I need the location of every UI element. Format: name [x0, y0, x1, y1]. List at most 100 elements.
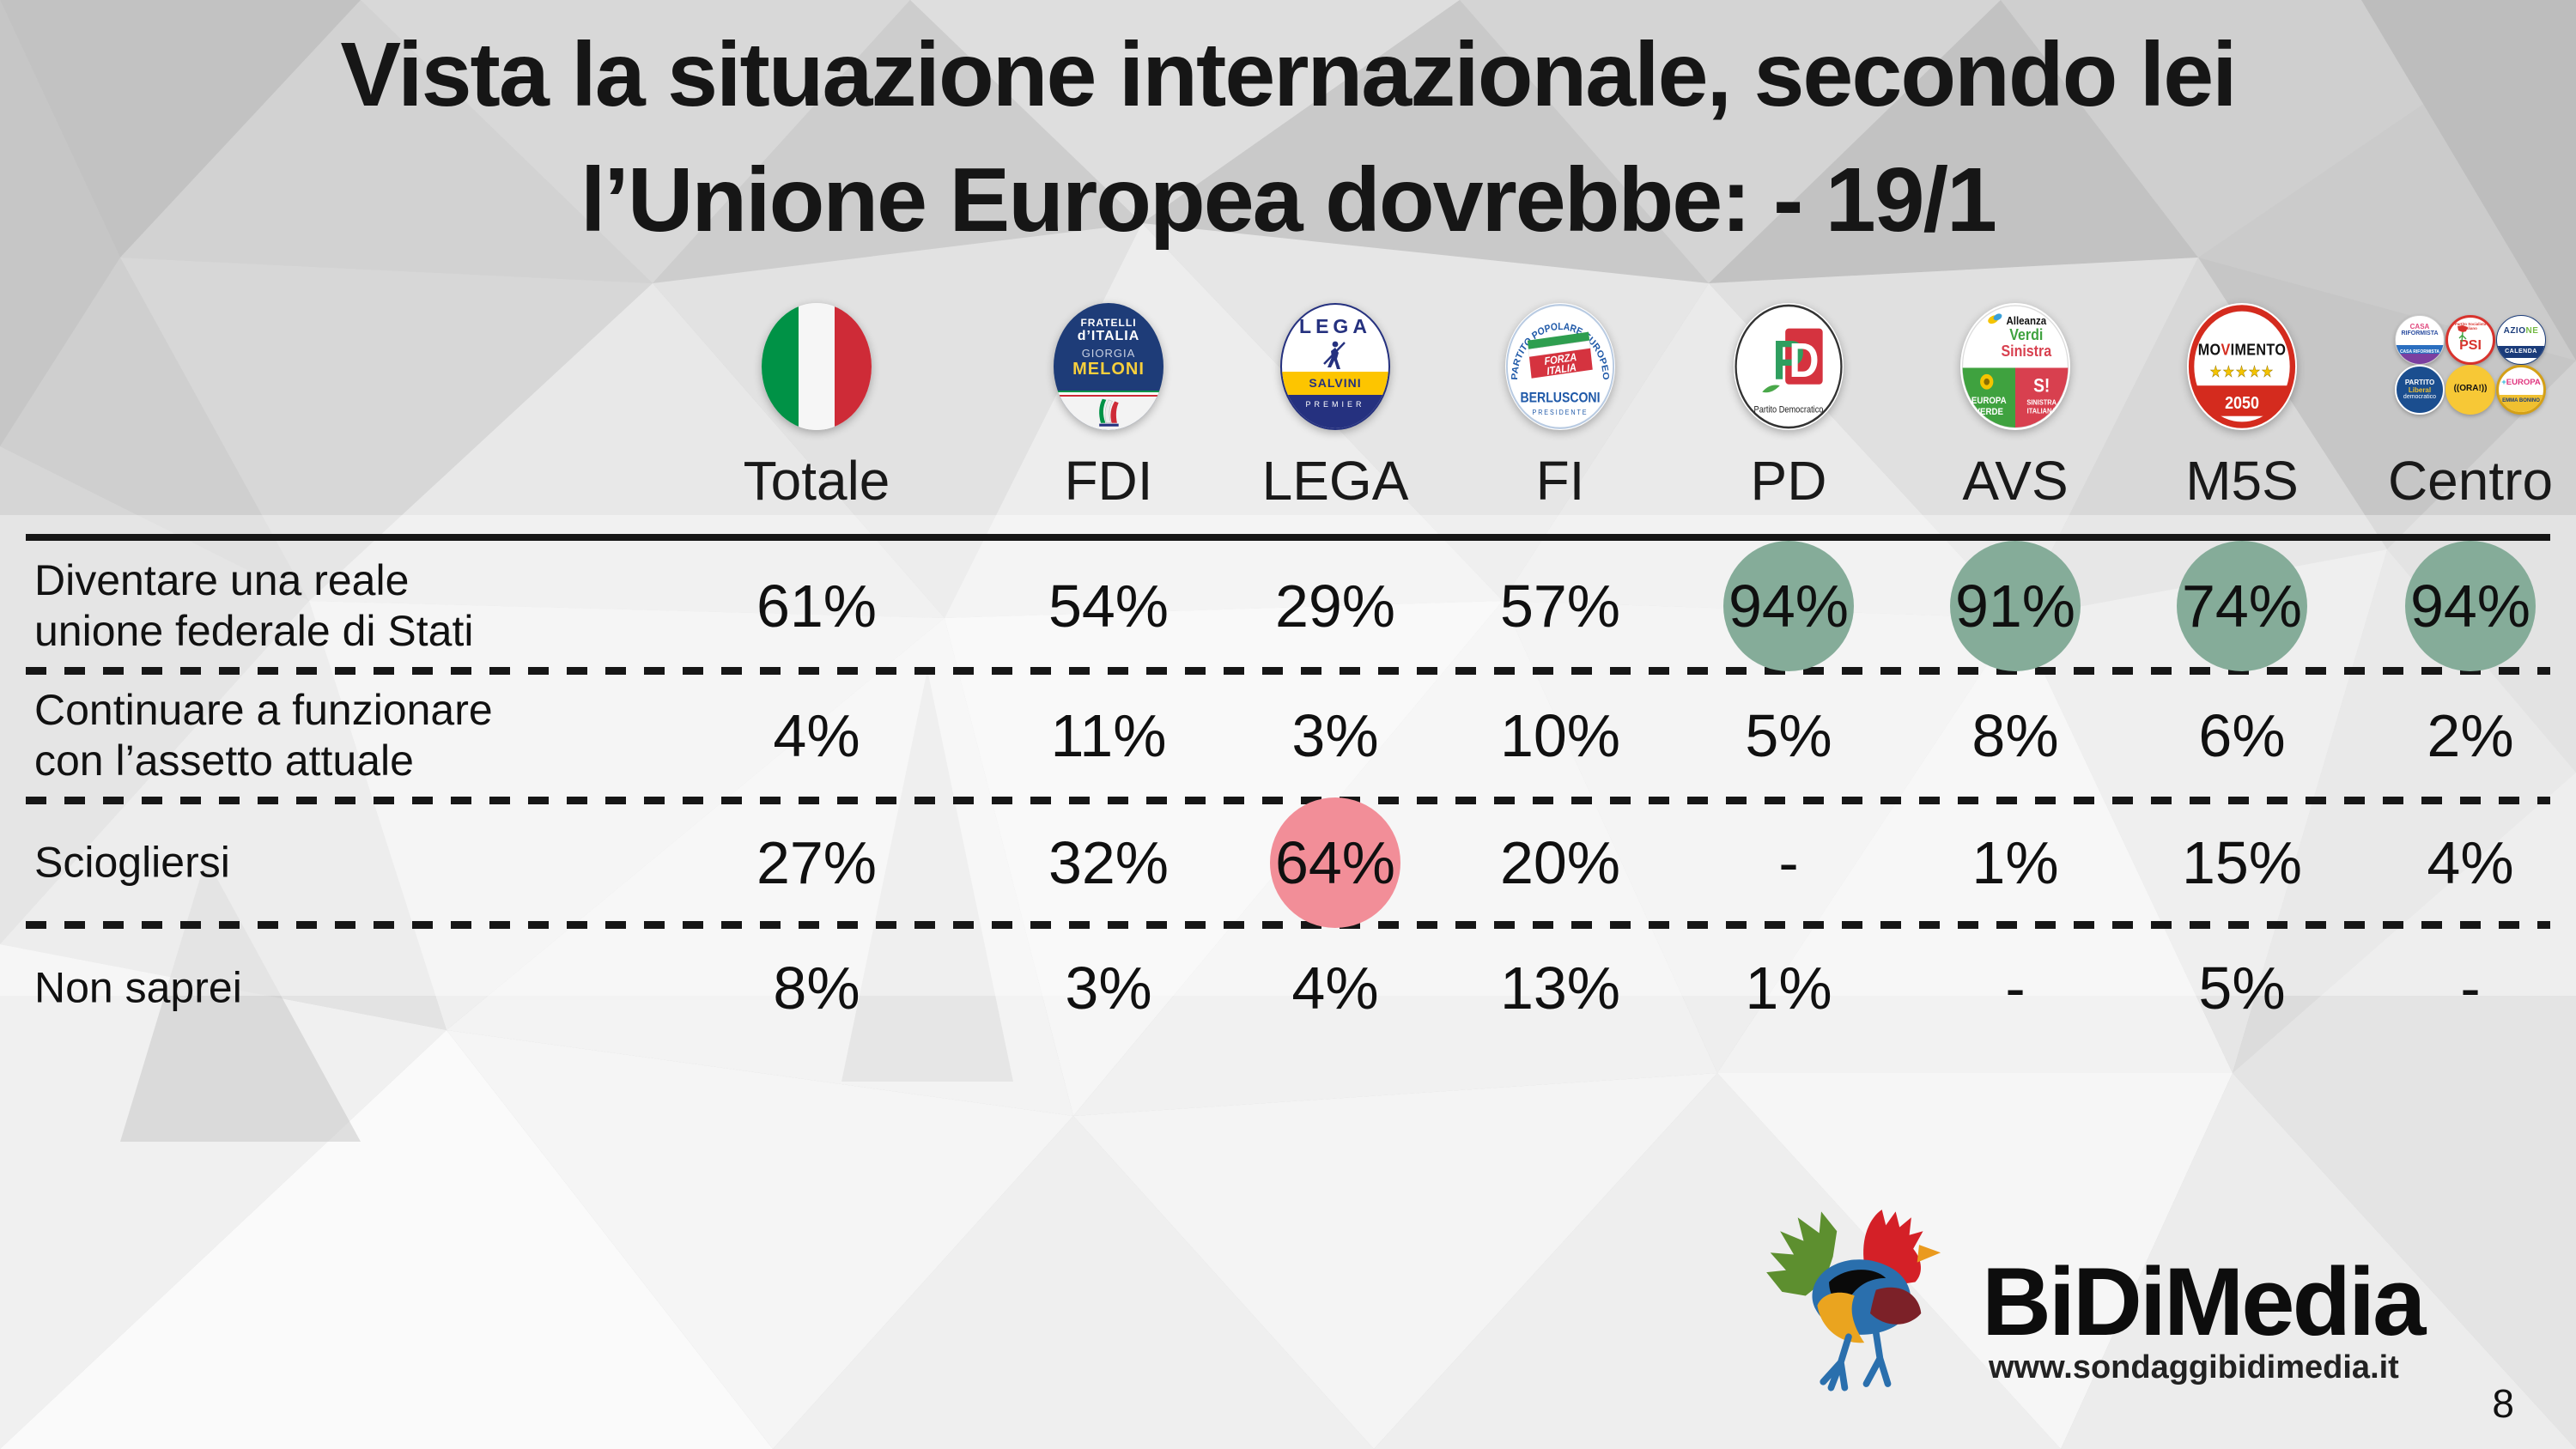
table-cell: 54%: [1048, 573, 1170, 640]
row-divider-2: [26, 797, 2550, 804]
table-cell: 2%: [2427, 702, 2514, 769]
row-divider-1: [26, 667, 2550, 675]
five-stars-icon: ★★★★★: [2209, 363, 2274, 380]
table-cell: 3%: [1291, 702, 1379, 769]
totale-logo: [762, 303, 872, 430]
table-cell: 10%: [1499, 702, 1621, 769]
svg-text:Partito Democratico: Partito Democratico: [1754, 405, 1824, 415]
table-top-rule: [26, 534, 2550, 541]
column-header-avs: AVS: [1962, 450, 2069, 512]
fdi-logo-icon: FRATELLI d’ITALIA GIORGIA MELONI: [1054, 303, 1163, 430]
svg-text:Sinistra: Sinistra: [2001, 342, 2051, 360]
column-header-fdi: FDI: [1064, 450, 1153, 512]
svg-text:S!: S!: [2033, 375, 2050, 397]
table-cell: -: [2005, 955, 2026, 1022]
piu-europa-logo-icon: +EUROPA EMMA BONINO: [2496, 365, 2546, 415]
column-header-m5s: M5S: [2185, 450, 2299, 512]
table-cell: 11%: [1050, 702, 1167, 769]
table-cell: 4%: [2427, 829, 2514, 896]
table-cell: 13%: [1499, 955, 1621, 1022]
title-line-2: l’Unione Europea dovrebbe: - 19/1: [580, 149, 1997, 251]
table-cell: 3%: [1065, 955, 1152, 1022]
column-header-fi: FI: [1535, 450, 1585, 512]
avs-logo-icon: Alleanza Verdi Sinistra EUROPA VERDE S! …: [1960, 303, 2070, 430]
svg-text:Verdi: Verdi: [2009, 325, 2043, 343]
table-cell: 57%: [1499, 573, 1621, 640]
table-cell: 64%: [1270, 797, 1400, 928]
row-label: Sciogliersi: [34, 838, 230, 887]
fdi-logo: FRATELLI d’ITALIA GIORGIA MELONI: [1054, 303, 1163, 430]
table-cell: 74%: [2177, 541, 2307, 671]
svg-text:P: P: [1772, 329, 1805, 391]
column-header-centro: Centro: [2387, 450, 2554, 512]
table-cell: 4%: [1291, 955, 1379, 1022]
table-cell: 8%: [773, 955, 860, 1022]
carnation-icon: [2458, 325, 2468, 343]
svg-text:PRESIDENTE: PRESIDENTE: [1533, 409, 1589, 417]
ora-logo-icon: ((ORA!)): [2445, 365, 2495, 415]
table-cell: 4%: [773, 702, 860, 769]
casa-riformista-logo-icon: CASA RIFORMISTA CASA RIFORMISTA: [2395, 315, 2445, 365]
table-cell: 1%: [1745, 955, 1832, 1022]
bidimedia-url: www.sondaggibidimedia.it: [1989, 1349, 2399, 1385]
table-row: Diventare una reale unione federale di S…: [0, 541, 2576, 671]
tricolor-flame-icon: [1099, 398, 1119, 427]
svg-text:D: D: [1789, 334, 1819, 388]
table-cell: 94%: [2405, 541, 2536, 671]
row-divider-3: [26, 921, 2550, 929]
slide-title: Vista la situazione internazionale, seco…: [0, 12, 2576, 263]
m5s-logo-icon: MOVIMENTO ★★★★★ 2050: [2187, 303, 2297, 430]
azione-logo-icon: AZIONE CALENDA: [2496, 315, 2546, 365]
lega-logo-icon: LEGA SALVINI PREMIER: [1280, 303, 1390, 430]
pd-logo-icon: P D Partito Democratico: [1734, 303, 1844, 430]
psi-logo-icon: Partito Socialista Italiano PSI: [2445, 315, 2495, 365]
table-cell: 29%: [1274, 573, 1396, 640]
pd-logo: P D Partito Democratico: [1734, 303, 1844, 430]
lega-logo: LEGA SALVINI PREMIER: [1280, 303, 1390, 430]
table-row: Sciogliersi 27% 32% 64% 20% - 1% 15% 4%: [0, 797, 2576, 928]
page-number: 8: [2492, 1381, 2514, 1426]
table-cell: 15%: [2181, 829, 2303, 896]
table-cell: 27%: [756, 829, 878, 896]
table-cell: 6%: [2198, 702, 2286, 769]
svg-text:Alleanza: Alleanza: [2006, 314, 2046, 327]
table-row: Non saprei 8% 3% 4% 13% 1% - 5% -: [0, 929, 2576, 1047]
table-cell: 5%: [1745, 702, 1832, 769]
bidimedia-rooster-icon: [1766, 1210, 1941, 1391]
table-cell: 91%: [1950, 541, 2081, 671]
svg-text:FORZA: FORZA: [1544, 350, 1577, 367]
column-header-pd: PD: [1750, 450, 1827, 512]
row-label: Diventare una reale unione federale di S…: [34, 556, 474, 655]
partito-liberaldemocratico-logo-icon: PARTITO Liberal democratico: [2395, 365, 2445, 415]
svg-text:MOVIMENTO: MOVIMENTO: [2198, 341, 2287, 359]
svg-text:SINISTRA: SINISTRA: [2026, 398, 2057, 407]
svg-text:2050: 2050: [2225, 393, 2259, 414]
table-cell: 20%: [1499, 829, 1621, 896]
svg-text:ITALIANA: ITALIANA: [2027, 407, 2057, 415]
centro-logo-cluster: CASA RIFORMISTA CASA RIFORMISTA Partito …: [2395, 315, 2546, 415]
row-label: Continuare a funzionare con l’assetto at…: [34, 686, 493, 785]
column-header-lega: LEGA: [1261, 450, 1409, 512]
table-cell: 1%: [1971, 829, 2059, 896]
column-header-totale: Totale: [743, 450, 890, 512]
row-label: Non saprei: [34, 963, 242, 1012]
bidimedia-wordmark: BiDiMedia: [1982, 1248, 2426, 1355]
italy-flag-icon: [762, 303, 872, 430]
table-cell: 8%: [1971, 702, 2059, 769]
title-line-1: Vista la situazione internazionale, seco…: [340, 24, 2237, 125]
table-cell: 61%: [756, 573, 878, 640]
table-cell: 94%: [1723, 541, 1854, 671]
table-cell: -: [1778, 829, 1799, 896]
warrior-icon: [1323, 341, 1346, 369]
table-cell: -: [2460, 955, 2481, 1022]
svg-text:ITALIA: ITALIA: [1546, 361, 1577, 378]
m5s-logo: MOVIMENTO ★★★★★ 2050: [2187, 303, 2297, 430]
svg-text:BERLUSCONI: BERLUSCONI: [1521, 391, 1601, 406]
table-cell: 5%: [2198, 955, 2286, 1022]
avs-logo: Alleanza Verdi Sinistra EUROPA VERDE S! …: [1960, 303, 2070, 430]
svg-text:EUROPA: EUROPA: [1971, 395, 2007, 406]
table-row: Continuare a funzionare con l’assetto at…: [0, 675, 2576, 797]
